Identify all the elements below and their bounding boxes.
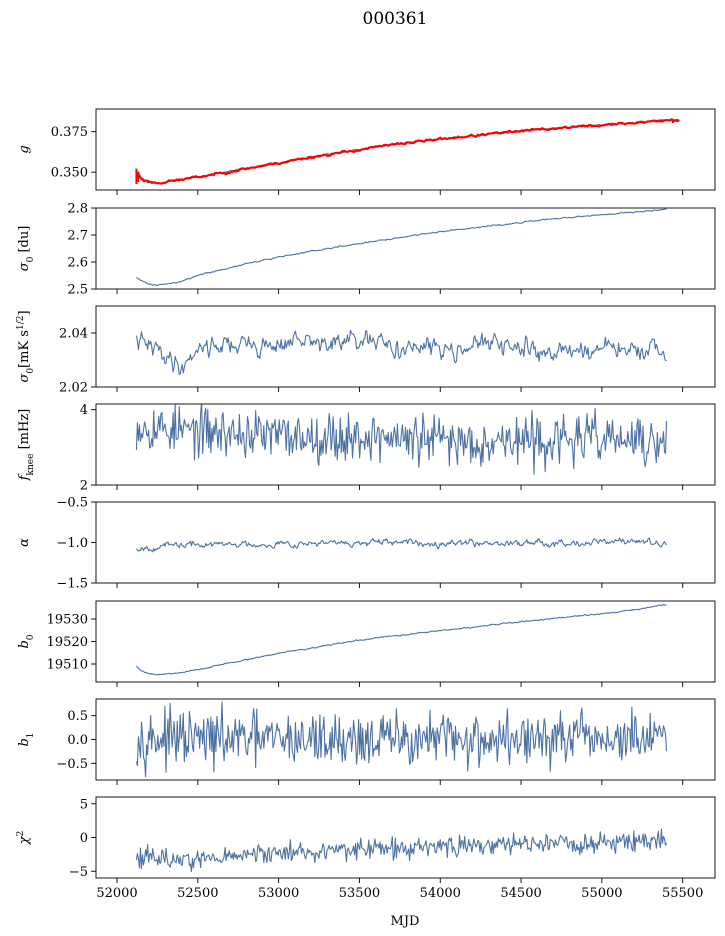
figure-title: 000361 — [363, 9, 428, 29]
subplot-6-ytick-label-1: 19520 — [47, 635, 88, 650]
subplot-7: −0.5 0.0 0.5 b1 — [17, 698, 716, 785]
subplot-3-ytick-label-0: 2.02 — [59, 381, 88, 396]
x-tick-label-53500: 53500 — [339, 886, 380, 901]
subplot-8-ytick-label-2: 5 — [80, 797, 88, 812]
subplot-1-series-fit — [135, 118, 680, 185]
subplot-3-series-data — [135, 329, 667, 376]
x-tick-label-52500: 52500 — [177, 886, 218, 901]
subplot-4-frame — [95, 403, 716, 486]
subplot-6: 19510 19520 19530 b0 — [17, 600, 716, 687]
subplot-2-ytick-label-0: 2.5 — [67, 283, 88, 298]
subplot-1: 0.350 0.375 g — [17, 108, 716, 195]
subplot-6-series-data — [135, 603, 667, 676]
subplot-1-ylabel: g — [17, 145, 32, 153]
subplot-7-ylabel: b1 — [17, 732, 36, 746]
subplot-2: 2.5 2.6 2.7 2.8 σ0 [du] — [17, 202, 716, 298]
x-tick-label-54500: 54500 — [500, 886, 541, 901]
subplot-8-ytick-label-0: −5 — [69, 865, 88, 880]
subplot-3-frame — [95, 305, 716, 388]
subplot-3-ylabel: σ0[mK s1/2] — [16, 310, 36, 382]
subplot-5-ylabel: α — [17, 538, 32, 547]
subplot-8: 52000 52500 53000 53500 54000 54500 55000 55500… — [16, 796, 716, 901]
subplot-8-series-data — [135, 828, 668, 872]
subplot-8-ytick-label-1: 0 — [80, 831, 88, 846]
x-tick-label-55500: 55500 — [662, 886, 703, 901]
subplot-1-ytick-label-0: 0.350 — [51, 166, 88, 181]
subplot-5-ytick-label-2: −0.5 — [56, 496, 88, 511]
subplot-5: −1.5 −1.0 −0.5 α — [17, 496, 716, 592]
subplot-5-ytick-label-1: −1.0 — [56, 536, 88, 551]
subplot-7-ytick-label-0: −0.5 — [56, 757, 88, 772]
x-tick-label-55000: 55000 — [581, 886, 622, 901]
subplot-3: 2.02 2.04 σ0[mK s1/2] — [16, 305, 716, 396]
subplot-4-ytick-label-0: 2 — [80, 479, 88, 494]
subplot-7-series-data — [135, 701, 668, 778]
x-axis-label: MJD — [391, 914, 420, 929]
subplot-2-ylabel: σ0 [du] — [17, 226, 36, 272]
subplot-6-ytick-label-2: 19530 — [47, 613, 88, 628]
subplot-2-series-data — [136, 208, 667, 287]
subplot-1-frame — [95, 108, 716, 191]
subplot-4-ytick-label-1: 4 — [80, 403, 88, 418]
subplot-3-ytick-label-1: 2.04 — [59, 327, 88, 342]
subplot-5-ytick-label-0: −1.5 — [56, 577, 88, 592]
subplot-2-frame — [95, 207, 716, 290]
subplot-6-ylabel: b0 — [17, 634, 36, 648]
subplot-2-ytick-label-1: 2.6 — [67, 256, 88, 271]
subplot-2-ytick-label-2: 2.7 — [67, 229, 88, 244]
subplot-1-ytick-label-1: 0.375 — [51, 125, 88, 140]
subplot-6-ytick-label-0: 19510 — [47, 658, 88, 673]
x-tick-label-54000: 54000 — [420, 886, 461, 901]
subplot-4-series-data — [135, 404, 668, 475]
subplot-7-ytick-label-1: 0.0 — [67, 733, 88, 748]
subplot-4-ylabel: fknee [mHz] — [17, 409, 36, 482]
subplot-5-series-data — [135, 537, 667, 553]
subplot-2-ytick-label-3: 2.8 — [67, 202, 88, 217]
subplot-stack: 0.350 0.375 g 2.5 2.6 2.7 2.8 σ0 [du] 2.02 2.04 σ0… — [16, 108, 716, 901]
subplot-8-ylabel: χ2 — [16, 831, 32, 846]
subplot-4: 2 4 fknee [mHz] — [17, 403, 716, 494]
x-tick-label-52000: 52000 — [96, 886, 137, 901]
x-tick-label-53000: 53000 — [258, 886, 299, 901]
subplot-7-ytick-label-2: 0.5 — [67, 709, 88, 724]
